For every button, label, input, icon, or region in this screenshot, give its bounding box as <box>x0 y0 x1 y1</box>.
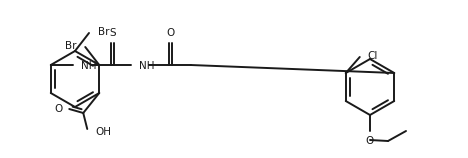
Text: O: O <box>54 104 62 114</box>
Text: O: O <box>366 136 374 146</box>
Text: Cl: Cl <box>368 51 378 61</box>
Text: S: S <box>109 28 116 38</box>
Text: NH: NH <box>81 61 96 71</box>
Text: Br: Br <box>65 41 76 51</box>
Text: Br: Br <box>98 27 110 37</box>
Text: NH: NH <box>139 61 154 71</box>
Text: OH: OH <box>95 127 111 137</box>
Text: O: O <box>166 28 175 38</box>
